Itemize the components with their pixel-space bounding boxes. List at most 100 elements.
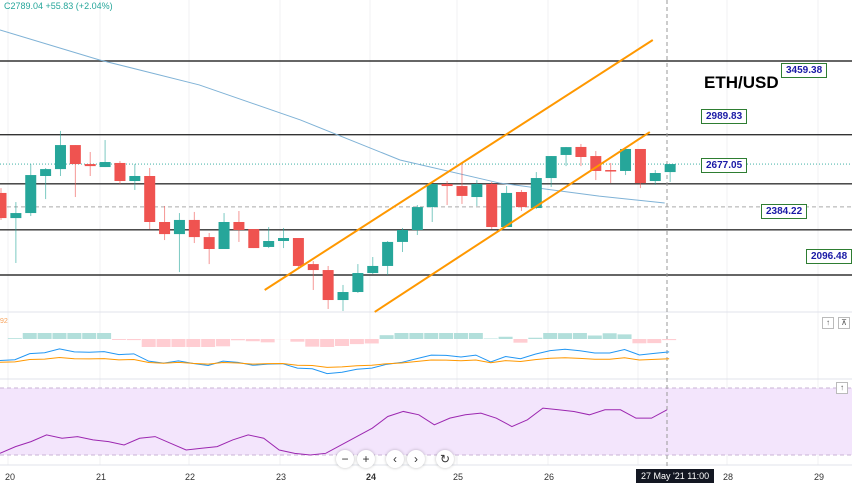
macd-histogram-bar <box>111 339 126 340</box>
macd-histogram-bar <box>602 333 617 339</box>
x-tick: 22 <box>185 472 196 482</box>
candle-down <box>233 221 245 231</box>
macd-histogram-bar <box>647 339 662 344</box>
candle-down <box>248 229 260 249</box>
candle-up <box>396 230 408 242</box>
macd-histogram-bar <box>498 336 513 339</box>
candle-down <box>144 175 156 222</box>
level-label: 2677.05 <box>701 158 748 173</box>
candle-down <box>322 270 334 301</box>
candle-down <box>292 238 304 266</box>
macd-histogram-bar <box>320 339 335 347</box>
candle-down <box>307 264 319 271</box>
candle-up <box>218 221 230 250</box>
macd-histogram-bar <box>632 339 647 344</box>
x-tick: 25 <box>453 472 464 482</box>
macd-histogram-bar <box>513 339 528 343</box>
macd-histogram-bar <box>52 333 67 339</box>
candle-down <box>69 145 81 165</box>
candle-down <box>188 219 200 238</box>
candle-down <box>84 164 96 167</box>
macd-histogram-bar <box>305 339 320 347</box>
signal-line <box>0 357 670 368</box>
macd-histogram-bar <box>662 339 677 341</box>
quote-header: C2789.04 +55.83 (+2.04%) <box>4 1 113 11</box>
candle-up <box>10 213 22 219</box>
macd-histogram-bar <box>394 333 409 339</box>
level-label: 3459.38 <box>781 63 828 78</box>
macd-histogram-bar <box>409 333 424 339</box>
candle-down <box>515 192 527 208</box>
channel-upper-line <box>264 39 654 291</box>
chart-title: ETH/USD <box>704 73 779 92</box>
macd-histogram-bar <box>201 339 216 347</box>
macd-histogram-bar <box>290 339 305 342</box>
reset-chart-button[interactable]: ↻ <box>436 450 454 468</box>
macd-histogram-bar <box>97 333 112 339</box>
candle-up <box>411 207 423 231</box>
x-tick: 26 <box>544 472 555 482</box>
pane-up-button[interactable]: ↑ <box>836 382 848 394</box>
candle-up <box>129 175 141 182</box>
scroll-right-button[interactable]: › <box>407 450 425 468</box>
candle-up <box>382 241 394 266</box>
scroll-left-button[interactable]: ‹ <box>386 450 404 468</box>
candle-down <box>159 221 171 235</box>
macd-histogram-bar <box>126 339 141 341</box>
candle-down <box>456 186 468 196</box>
macd-histogram-bar <box>558 333 573 339</box>
channel-lower-line <box>374 131 651 313</box>
candle-up <box>25 175 37 214</box>
candle-down <box>634 148 646 184</box>
candle-down <box>486 184 498 228</box>
x-tick: 21 <box>96 472 107 482</box>
macd-histogram-bar <box>349 339 364 345</box>
rsi-band <box>0 388 852 455</box>
macd-histogram-bar <box>543 333 558 339</box>
x-tick: 28 <box>723 472 734 482</box>
macd-histogram-bar <box>260 339 275 343</box>
macd-line <box>0 348 670 375</box>
macd-value-label: 92 <box>0 318 8 325</box>
level-label: 2989.83 <box>701 109 748 124</box>
candle-up <box>530 178 542 209</box>
pane-collapse-button[interactable]: ⊼ <box>838 317 850 329</box>
candle-up <box>545 156 557 179</box>
zoom-out-button[interactable]: − <box>336 450 354 468</box>
macd-histogram-bar <box>364 339 379 344</box>
x-tick: 20 <box>5 472 16 482</box>
level-label: 2096.48 <box>806 249 852 264</box>
candle-down <box>203 237 215 250</box>
macd-histogram-bar <box>186 339 201 347</box>
macd-histogram-bar <box>528 337 543 339</box>
moving-average-line <box>0 29 665 204</box>
macd-histogram-bar <box>216 339 231 347</box>
candle-up <box>278 238 290 241</box>
candle-up <box>620 148 632 171</box>
macd-histogram-bar <box>141 339 156 347</box>
candle-up <box>426 184 438 208</box>
candle-up <box>560 147 572 155</box>
macd-histogram-bar <box>37 333 52 339</box>
candle-down <box>114 162 126 182</box>
macd-histogram-bar <box>156 339 171 347</box>
zoom-in-button[interactable]: + <box>357 450 375 468</box>
pane-up-button[interactable]: ↑ <box>822 317 834 329</box>
candle-up <box>501 192 513 228</box>
macd-histogram-bar <box>468 333 483 339</box>
macd-histogram-bar <box>67 333 82 339</box>
macd-histogram-bar <box>439 333 454 339</box>
candle-up <box>471 184 483 198</box>
candle-up <box>173 219 185 235</box>
candle-up <box>40 169 52 176</box>
candle-down <box>590 156 602 171</box>
macd-histogram-bar <box>424 333 439 339</box>
candle-up <box>337 292 349 301</box>
candle-up <box>99 162 111 168</box>
macd-histogram-bar <box>171 339 186 347</box>
macd-histogram-bar <box>587 335 602 339</box>
macd-histogram-bar <box>617 334 632 339</box>
macd-histogram-bar <box>245 339 260 342</box>
crosshair-time-label: 27 May '21 11:00 <box>636 469 715 483</box>
